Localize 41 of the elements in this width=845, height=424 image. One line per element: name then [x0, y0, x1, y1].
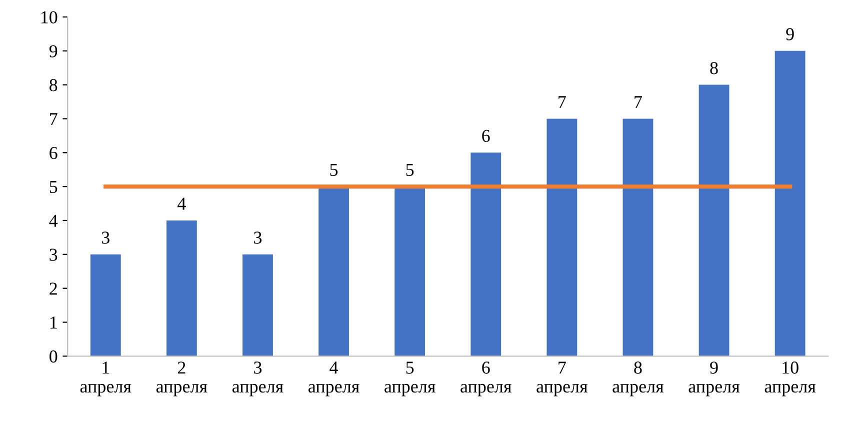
y-tick-label: 1 [50, 316, 57, 329]
data-label: 5 [330, 164, 338, 176]
bar [318, 186, 349, 356]
x-tick-label: 1 апреля [80, 362, 132, 396]
x-tick-label: 4 апреля [308, 362, 360, 396]
y-tick-label: 4 [49, 214, 58, 227]
data-label: 7 [634, 96, 642, 108]
bar [166, 220, 197, 356]
bar [774, 50, 806, 356]
y-tick-label: 6 [50, 146, 58, 160]
data-label: 9 [786, 28, 794, 40]
y-tick-label: 10 [41, 11, 58, 24]
y-tick-label: 8 [50, 79, 58, 92]
data-label: 5 [406, 164, 414, 176]
x-tick-label: 7 апреля [536, 362, 588, 396]
y-tick-label: 5 [50, 181, 58, 193]
data-label: 4 [178, 198, 186, 210]
bar [242, 254, 273, 356]
bar [698, 84, 730, 356]
bar [470, 152, 502, 356]
data-label: 6 [482, 130, 490, 142]
y-tick-label: 2 [50, 282, 57, 295]
x-tick-label: 3 апреля [232, 362, 284, 396]
bar [90, 254, 121, 356]
x-tick-label: 10 апреля [764, 362, 816, 396]
data-label: 3 [102, 232, 110, 244]
data-label: 8 [710, 62, 718, 74]
x-tick-label: 5 апреля [384, 362, 436, 396]
x-tick-label: 8 апреля [612, 362, 664, 396]
y-tick-label: 7 [50, 113, 58, 125]
y-tick-label: 9 [49, 45, 58, 58]
y-tick-label: 0 [50, 350, 58, 363]
bar [546, 118, 578, 356]
data-label: 7 [558, 96, 566, 108]
y-tick-label: 3 [50, 248, 58, 261]
bar [622, 118, 654, 356]
x-tick-label: 2 апреля [156, 362, 208, 396]
data-label: 3 [254, 232, 262, 244]
bar [394, 186, 426, 356]
x-tick-label: 6 апреля [460, 362, 512, 396]
x-tick-label: 9 апреля [688, 362, 740, 396]
